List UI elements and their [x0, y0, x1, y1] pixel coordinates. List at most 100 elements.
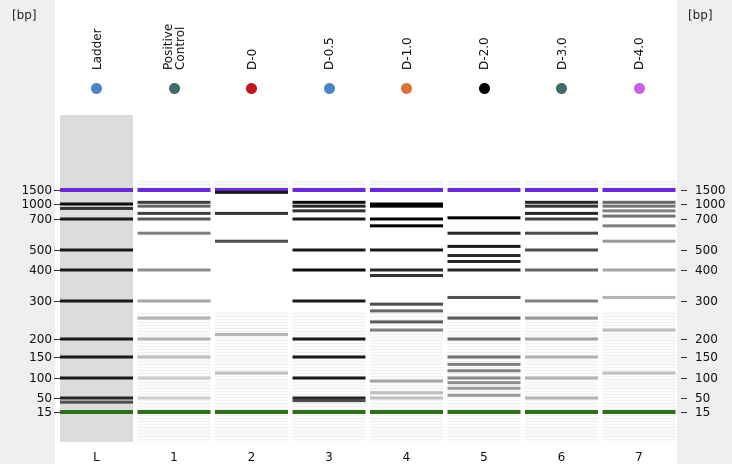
bp-tick: [54, 301, 60, 302]
band-850bp: [292, 209, 366, 213]
lane-title: D-1.0: [399, 37, 414, 70]
bp-tick: [681, 190, 687, 191]
band-250bp: [525, 316, 598, 320]
band-1000bp: [60, 202, 133, 206]
band-700bp: [370, 217, 443, 221]
band-700bp: [525, 217, 598, 221]
band-950bp: [370, 204, 443, 208]
band-300bp: [60, 299, 133, 303]
band-600bp: [447, 231, 521, 235]
lane-title: Positive Control: [161, 24, 187, 70]
band-1500bp: [525, 188, 598, 192]
band-600bp: [137, 231, 211, 235]
band-50bp: [370, 396, 443, 400]
bp-label-100: 100: [29, 371, 52, 385]
lane-color-dot: [168, 83, 180, 94]
band-50bp: [137, 396, 211, 400]
band-240bp: [370, 320, 443, 324]
band-550bp: [602, 239, 676, 243]
band-150bp: [292, 355, 366, 359]
band-270bp: [370, 309, 443, 313]
lane-title-line: Control: [173, 26, 187, 70]
bp-tick: [681, 270, 687, 271]
bp-tick: [54, 219, 60, 220]
lane-title-line: Ladder: [89, 28, 104, 70]
bp-tick: [54, 357, 60, 358]
band-470bp: [447, 254, 521, 258]
right-scale-panel: [677, 0, 732, 464]
band-55bp: [447, 393, 521, 397]
lane-clear-region: [215, 192, 288, 312]
lane-number: 4: [402, 450, 411, 464]
band-300bp: [525, 299, 598, 303]
bp-label-200: 200: [695, 332, 718, 346]
band-220bp: [370, 328, 443, 332]
lane-title-line: D-4.0: [632, 37, 646, 70]
band-400bp: [60, 268, 133, 272]
bp-label-1500: 1500: [21, 183, 52, 197]
band-115bp: [447, 369, 521, 373]
lane-number: 7: [635, 450, 643, 464]
lane-number: 2: [247, 450, 256, 464]
bp-tick: [54, 190, 60, 191]
bp-label-300: 300: [29, 294, 52, 308]
lane-title-line: D-1.0: [399, 37, 414, 70]
band-200bp: [292, 337, 366, 341]
band-600bp: [525, 231, 598, 235]
band-400bp: [447, 268, 521, 272]
lane-background: [60, 115, 133, 442]
band-380bp: [370, 274, 443, 278]
band-310bp: [602, 295, 676, 299]
lane-7: [602, 180, 676, 442]
band-650bp: [370, 224, 443, 228]
band-100bp: [137, 376, 211, 380]
bp-label-15: 15: [36, 405, 52, 419]
band-310bp: [447, 295, 521, 299]
lane-3: [292, 180, 366, 442]
band-40bp: [292, 399, 366, 403]
bp-tick: [54, 250, 60, 251]
band-950bp: [292, 204, 366, 208]
band-15bp: [215, 410, 288, 414]
lane-color-dot: [246, 83, 257, 94]
lane-color-dot: [401, 83, 412, 94]
band-90bp: [370, 379, 443, 383]
band-150bp: [137, 355, 211, 359]
bp-tick: [681, 204, 687, 205]
lane-title: Ladder: [89, 28, 104, 70]
band-300bp: [292, 299, 366, 303]
lane-color-dot: [91, 83, 102, 94]
lane-number: L: [93, 450, 100, 464]
lane-title-line: D-2.0: [477, 37, 491, 70]
band-100bp: [60, 376, 133, 380]
band-210bp: [215, 332, 288, 336]
band-900bp: [60, 206, 133, 210]
band-800bp: [525, 211, 598, 215]
band-1500bp: [602, 188, 676, 192]
band-400bp: [370, 268, 443, 272]
bp-label-700: 700: [695, 212, 718, 226]
bp-tick: [54, 412, 60, 413]
bp-tick: [54, 270, 60, 271]
band-1050bp: [292, 200, 366, 204]
band-1500bp: [60, 188, 133, 192]
lane-title: D-0: [245, 49, 259, 70]
lane-6: [525, 180, 598, 442]
lane-1: [137, 180, 211, 442]
band-200bp: [60, 337, 133, 341]
band-800bp: [137, 211, 211, 215]
band-1500bp: [292, 188, 366, 192]
band-35bp: [60, 400, 133, 404]
bp-tick: [681, 412, 687, 413]
lane-title-line: D-0.5: [322, 37, 336, 70]
lane-title-line: D-3.0: [554, 37, 569, 70]
bp-label-700: 700: [29, 212, 52, 226]
band-400bp: [602, 268, 676, 272]
band-700bp: [137, 217, 211, 221]
bp-label-1000: 1000: [21, 197, 52, 211]
band-950bp: [137, 204, 211, 208]
lane-color-dot: [478, 83, 490, 94]
band-150bp: [525, 355, 598, 359]
bp-label-500: 500: [29, 243, 52, 257]
